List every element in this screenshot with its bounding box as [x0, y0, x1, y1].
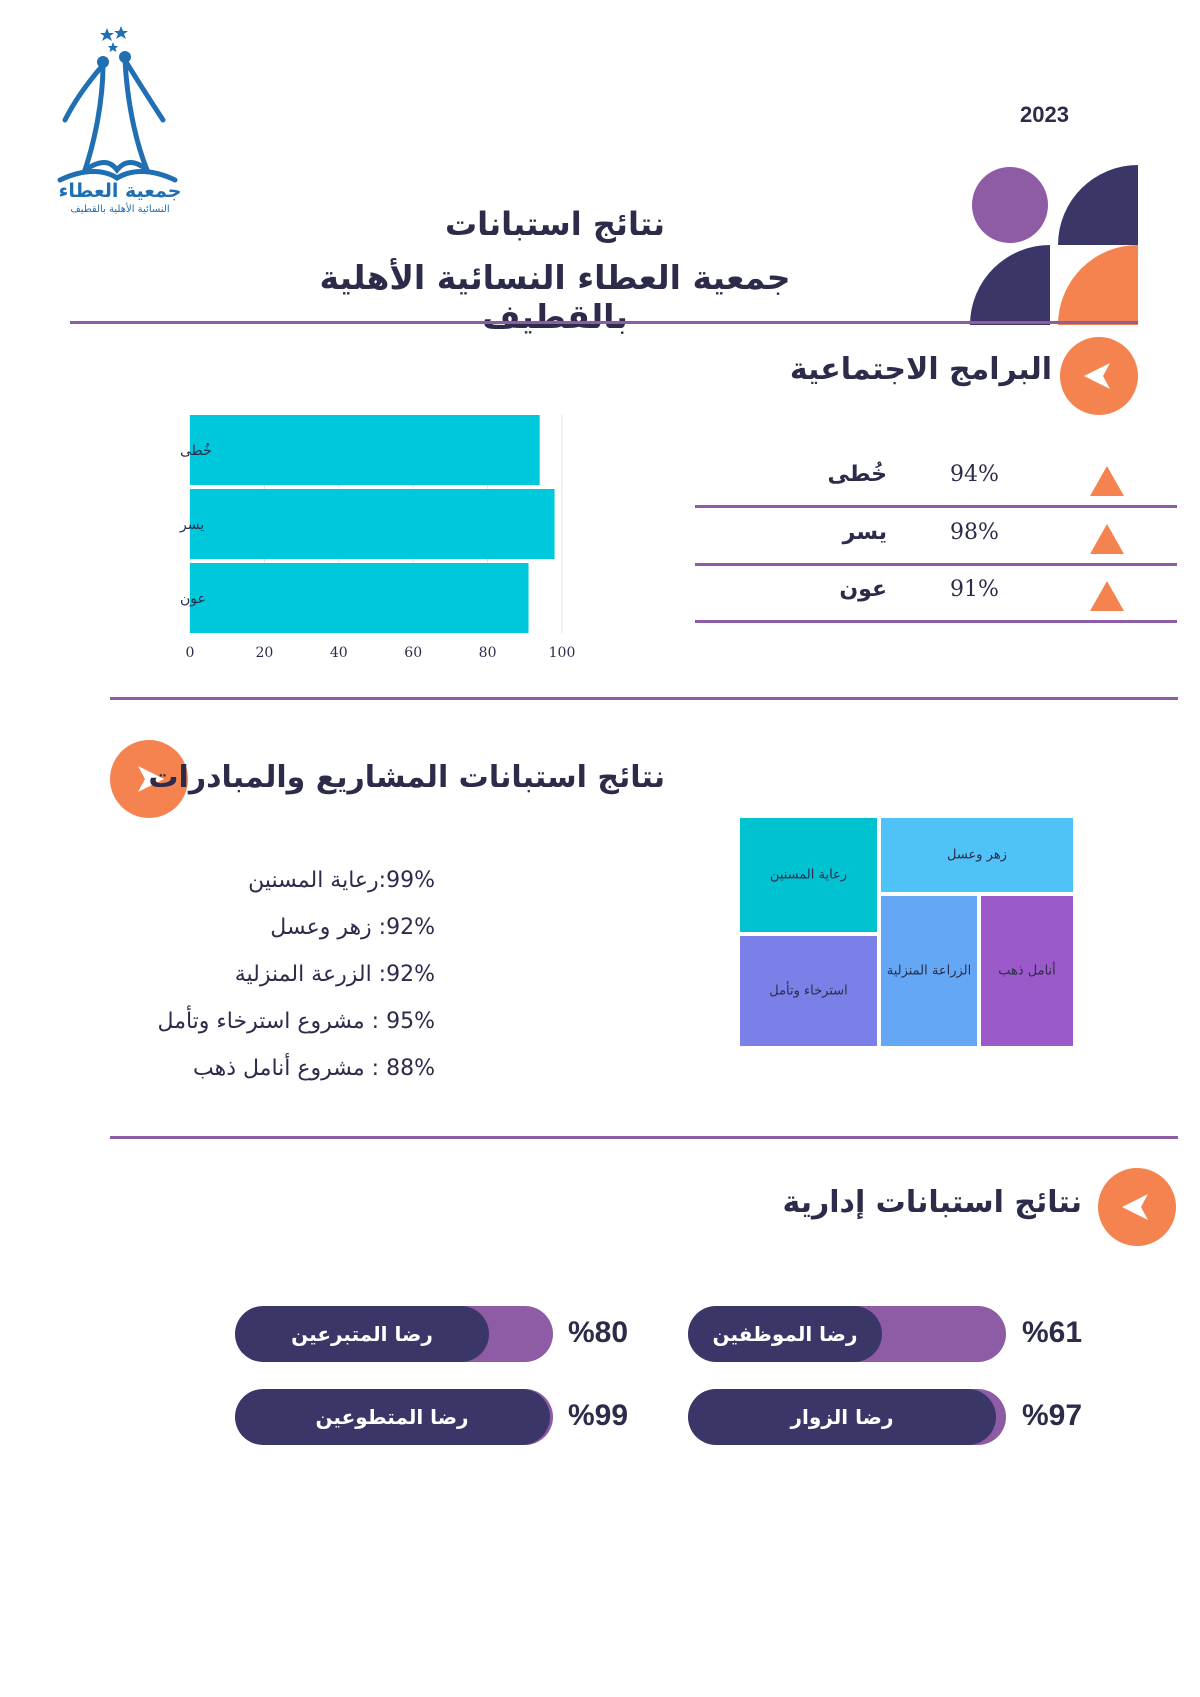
program-row: 98% يسر	[695, 506, 1177, 566]
treemap-cell: الزراعة المنزلية	[879, 894, 979, 1048]
project-result: 99%:رعاية المسنين	[248, 868, 435, 893]
project-result: 92%: زهر وعسل	[270, 915, 435, 940]
program-percent: 94%	[950, 462, 999, 487]
project-result: 95% : مشروع استرخاء وتأمل	[157, 1009, 435, 1034]
satisfaction-bar: رضا المتبرعين	[235, 1306, 553, 1362]
programs-bar-chart: خُطى يسر عون 0 20 40 60 80 100	[179, 415, 576, 661]
x-tick-label: 60	[404, 645, 422, 661]
x-tick-label: 80	[479, 645, 497, 661]
satisfaction-bar: رضا الزوار	[688, 1389, 1006, 1445]
page-title-line1: نتائج استبانات	[444, 205, 666, 243]
treemap-label: رعاية المسنين	[769, 867, 848, 883]
section-divider	[110, 1136, 1178, 1139]
satisfaction-fill	[688, 1389, 997, 1445]
projects-treemap: رعاية المسنين زهر وعسل استرخاء وتأمل الز…	[738, 816, 1075, 1048]
x-tick-label: 40	[330, 645, 348, 661]
program-percent: 98%	[950, 520, 999, 545]
satisfaction-fill	[235, 1389, 550, 1445]
project-result: 92%: الزرعة المنزلية	[234, 962, 435, 987]
satisfaction-label: رضا الزوار	[790, 1405, 894, 1429]
treemap-cell: استرخاء وتأمل	[738, 934, 879, 1048]
satisfaction-percent: %61	[1022, 1316, 1083, 1349]
triangle-icon	[1090, 581, 1124, 611]
decorative-shapes	[970, 165, 1138, 325]
satisfaction-fill	[688, 1306, 882, 1362]
y-category-label: عون	[180, 591, 206, 607]
logo-name: جمعية العطاء	[58, 180, 182, 202]
bar	[190, 489, 555, 559]
satisfaction-bar: رضا المتطوعين	[235, 1389, 553, 1445]
logo-icon	[57, 26, 178, 183]
satisfaction-label: رضا الموظفين	[712, 1322, 858, 1346]
program-name: يسر	[842, 520, 887, 545]
triangle-icon	[1090, 466, 1124, 496]
report-year: 2023	[1020, 102, 1069, 127]
program-row: 94% خُطى	[695, 448, 1177, 508]
satisfaction-label: رضا المتبرعين	[291, 1322, 433, 1346]
page-title-line2: جمعية العطاء النسائية الأهلية بالقطيف	[319, 258, 791, 336]
bar	[190, 563, 529, 633]
treemap-label: زهر وعسل	[947, 847, 1007, 863]
section-arrow-icon	[110, 740, 188, 818]
section-title-projects: نتائج استبانات المشاريع والمبادرات	[148, 760, 665, 795]
project-result: 88% : مشروع أنامل ذهب	[193, 1056, 435, 1081]
section-title-admin: نتائج استبانات إدارية	[782, 1185, 1082, 1220]
treemap-cell: رعاية المسنين	[738, 816, 879, 934]
x-tick-label: 0	[186, 645, 195, 661]
bar	[190, 415, 540, 485]
treemap-cell: أنامل ذهب	[979, 894, 1075, 1048]
program-percent: 91%	[950, 577, 999, 602]
satisfaction-bar: رضا الموظفين	[688, 1306, 1006, 1362]
treemap-label: استرخاء وتأمل	[769, 983, 848, 999]
program-name: عون	[839, 577, 887, 602]
satisfaction-percent: %99	[568, 1399, 629, 1432]
y-category-label: خُطى	[180, 443, 212, 459]
section-divider	[110, 697, 1178, 700]
triangle-icon	[1090, 524, 1124, 554]
program-name: خُطى	[827, 462, 887, 487]
section-arrow-icon	[1060, 337, 1138, 415]
y-category-label: يسر	[179, 517, 204, 533]
section-arrow-icon	[1098, 1168, 1176, 1246]
satisfaction-percent: %80	[568, 1316, 629, 1349]
header-divider	[70, 321, 1138, 324]
x-tick-label: 100	[549, 645, 576, 661]
logo-subtitle: النسائية الأهلية بالقطيف	[70, 204, 170, 215]
program-row: 91% عون	[695, 563, 1177, 623]
satisfaction-percent: %97	[1022, 1399, 1083, 1432]
satisfaction-label: رضا المتطوعين	[315, 1405, 469, 1429]
satisfaction-fill	[235, 1306, 490, 1362]
treemap-label: أنامل ذهب	[998, 963, 1056, 979]
section-title-social: البرامج الاجتماعية	[789, 352, 1052, 387]
x-tick-label: 20	[255, 645, 273, 661]
treemap-label: الزراعة المنزلية	[886, 963, 972, 979]
treemap-cell: زهر وعسل	[879, 816, 1075, 894]
